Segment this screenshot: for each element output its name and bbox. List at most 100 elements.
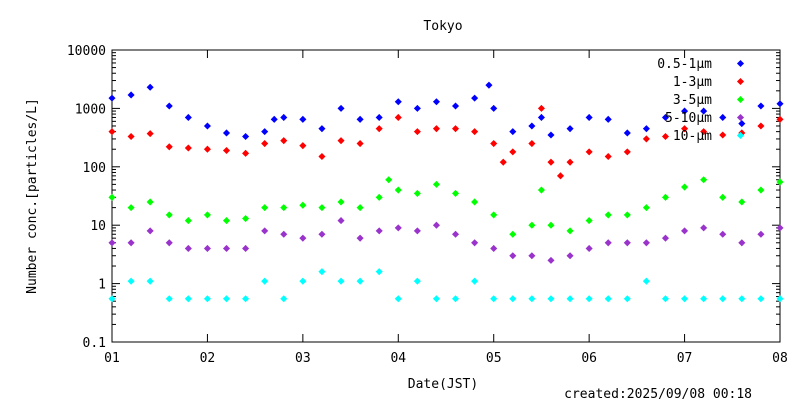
- data-point: [661, 295, 670, 303]
- y-tick-label: 1000: [75, 102, 106, 117]
- series-0: [108, 81, 784, 141]
- data-point: [547, 256, 555, 264]
- data-point: [585, 217, 593, 225]
- data-point: [432, 180, 440, 188]
- data-point: [642, 125, 650, 133]
- data-point: [261, 140, 269, 148]
- data-point: [270, 115, 278, 123]
- data-point: [623, 211, 631, 219]
- data-point: [738, 295, 746, 303]
- data-point: [413, 227, 421, 235]
- data-point: [547, 221, 555, 229]
- data-point: [184, 295, 192, 303]
- data-point: [490, 244, 498, 252]
- data-point: [184, 113, 192, 121]
- data-point: [318, 125, 326, 133]
- data-point: [509, 148, 517, 156]
- data-point: [509, 252, 517, 260]
- data-point: [146, 83, 154, 91]
- data-point: [642, 204, 650, 212]
- data-point: [127, 239, 135, 247]
- data-point: [528, 295, 536, 303]
- data-point: [242, 215, 250, 223]
- data-point: [623, 148, 631, 156]
- data-point: [280, 137, 288, 145]
- data-point: [165, 143, 173, 151]
- data-point: [413, 277, 421, 285]
- data-point: [547, 131, 555, 139]
- data-point: [375, 227, 383, 235]
- data-point: [604, 115, 612, 123]
- data-point: [547, 295, 555, 303]
- data-point: [700, 224, 708, 232]
- data-point: [547, 158, 555, 166]
- data-point: [375, 193, 383, 201]
- x-tick-label: 01: [104, 351, 120, 366]
- data-point: [642, 135, 650, 143]
- data-point: [242, 132, 250, 141]
- data-point: [413, 104, 421, 112]
- data-point: [127, 91, 135, 99]
- x-axis-label: Date(JST): [408, 377, 478, 392]
- legend-marker: [736, 59, 745, 68]
- data-point: [471, 277, 479, 285]
- data-point: [585, 148, 593, 156]
- data-point: [452, 125, 460, 133]
- data-point: [127, 204, 135, 212]
- data-point: [776, 224, 784, 232]
- legend-marker: [736, 95, 745, 104]
- data-point: [537, 113, 545, 121]
- data-point: [528, 221, 536, 229]
- data-point: [242, 295, 250, 303]
- data-point: [375, 125, 383, 133]
- data-point: [528, 252, 536, 260]
- data-point: [585, 295, 593, 303]
- data-point: [165, 239, 173, 247]
- data-point: [566, 227, 574, 235]
- data-point: [375, 113, 383, 121]
- data-point: [623, 129, 631, 137]
- data-point: [184, 217, 192, 225]
- data-point: [127, 132, 135, 141]
- data-point: [299, 234, 307, 242]
- data-point: [222, 295, 231, 303]
- x-tick-label: 05: [486, 351, 502, 366]
- data-point: [222, 129, 231, 137]
- data-point: [623, 295, 631, 303]
- data-point: [452, 230, 460, 238]
- data-point: [719, 131, 727, 139]
- data-point: [537, 186, 545, 194]
- data-point: [623, 239, 631, 247]
- data-point: [299, 277, 307, 285]
- data-point: [776, 295, 784, 303]
- data-point: [681, 107, 689, 115]
- data-point: [509, 230, 517, 238]
- data-point: [604, 295, 612, 303]
- data-point: [681, 183, 689, 191]
- data-point: [604, 152, 612, 161]
- data-point: [661, 113, 670, 121]
- data-point: [203, 295, 211, 303]
- data-point: [700, 128, 708, 136]
- y-tick-label: 1: [98, 278, 106, 293]
- data-point: [184, 144, 192, 152]
- data-point: [337, 137, 345, 145]
- legend: 0.5-1μm 1-3μm 3-5μm 5-10μm 10-μm: [657, 57, 745, 144]
- data-point: [661, 132, 670, 141]
- x-tick-label: 08: [772, 351, 788, 366]
- x-axis: 01 02 03 04 05 06 07 08: [104, 50, 788, 366]
- data-point: [242, 244, 250, 252]
- data-point: [203, 211, 211, 219]
- data-point: [127, 277, 135, 285]
- data-point: [146, 198, 154, 206]
- data-point: [165, 211, 173, 219]
- data-point: [700, 107, 708, 115]
- legend-label: 1-3μm: [673, 75, 712, 90]
- x-tick-label: 07: [677, 351, 693, 366]
- data-point: [604, 211, 612, 219]
- legend-label: 5-10μm: [665, 111, 712, 126]
- plot-area: [108, 81, 784, 303]
- data-point: [490, 140, 498, 148]
- data-point: [471, 239, 479, 247]
